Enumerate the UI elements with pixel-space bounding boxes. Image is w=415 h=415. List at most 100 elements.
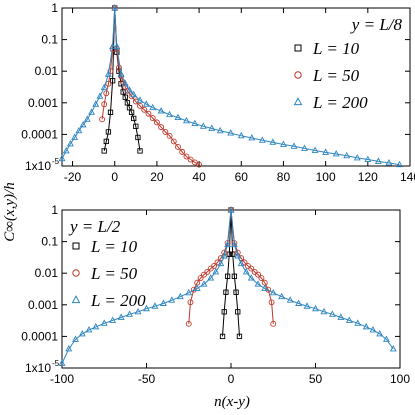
data-point bbox=[265, 286, 272, 293]
data-point bbox=[100, 83, 108, 91]
plot-frame bbox=[61, 7, 411, 167]
x-tick-label: 0 bbox=[228, 372, 235, 386]
data-point bbox=[383, 335, 390, 342]
data-point bbox=[353, 153, 361, 161]
data-point bbox=[179, 148, 186, 155]
data-point bbox=[223, 289, 229, 295]
panel-label: y = L/2 bbox=[68, 217, 121, 236]
data-point bbox=[242, 267, 250, 275]
data-point bbox=[303, 302, 311, 309]
legend-label: L = 200 bbox=[312, 93, 368, 112]
data-point bbox=[78, 329, 86, 337]
legend-label: L = 50 bbox=[90, 264, 138, 283]
data-point bbox=[117, 313, 125, 320]
data-point bbox=[168, 296, 176, 303]
data-point bbox=[208, 124, 216, 131]
data-point bbox=[88, 108, 95, 115]
y-tick-label: 1 bbox=[51, 203, 58, 217]
y-tick-label: 0.0001 bbox=[21, 329, 58, 343]
data-point bbox=[157, 107, 165, 114]
data-point bbox=[185, 288, 193, 296]
legend-marker bbox=[294, 71, 302, 79]
x-tick-label: 60 bbox=[235, 170, 249, 184]
data-point bbox=[258, 136, 266, 143]
data-point bbox=[220, 252, 228, 259]
data-point bbox=[280, 140, 287, 147]
legend-label: L = 200 bbox=[90, 291, 146, 310]
data-point bbox=[100, 319, 108, 326]
data-point bbox=[105, 129, 112, 135]
data-point bbox=[364, 155, 372, 162]
legend-label: L = 10 bbox=[90, 237, 138, 256]
data-point bbox=[255, 271, 261, 278]
data-point bbox=[217, 259, 225, 267]
data-point bbox=[126, 310, 134, 317]
data-point bbox=[153, 119, 160, 126]
data-point bbox=[248, 265, 255, 272]
series-line bbox=[101, 7, 200, 166]
x-tick-label: -50 bbox=[138, 372, 156, 386]
data-point bbox=[92, 322, 100, 330]
data-point bbox=[128, 109, 135, 115]
data-point bbox=[332, 150, 340, 157]
y-tick-label: 1x10 bbox=[25, 159, 51, 173]
data-point bbox=[158, 124, 165, 131]
data-point bbox=[149, 103, 157, 111]
data-point bbox=[269, 288, 277, 296]
data-point bbox=[234, 252, 242, 259]
y-tick-label: 0.1 bbox=[41, 33, 58, 47]
data-point bbox=[369, 326, 377, 333]
y-tick-label: 0.0001 bbox=[21, 127, 58, 141]
data-point bbox=[337, 313, 345, 320]
data-point bbox=[130, 90, 138, 98]
x-tick-label: 100 bbox=[390, 372, 410, 386]
data-point bbox=[269, 138, 277, 145]
data-point bbox=[278, 292, 286, 300]
data-point bbox=[227, 206, 235, 213]
legend-marker bbox=[71, 295, 81, 304]
data-point bbox=[166, 132, 173, 139]
data-point bbox=[268, 299, 275, 306]
y-tick-label: 0.01 bbox=[35, 64, 59, 78]
data-point bbox=[343, 151, 351, 159]
data-point bbox=[286, 296, 294, 303]
data-point bbox=[237, 131, 245, 139]
data-point bbox=[151, 302, 159, 309]
x-tick-label: -100 bbox=[50, 372, 74, 386]
data-point bbox=[58, 154, 66, 162]
y-axis-label: C∞(x,y)/h bbox=[2, 182, 18, 241]
data-point bbox=[124, 100, 131, 106]
data-point bbox=[137, 148, 143, 154]
legend-label: L = 50 bbox=[312, 66, 360, 85]
data-point bbox=[122, 94, 128, 100]
data-point bbox=[193, 284, 201, 291]
data-point bbox=[92, 100, 100, 107]
y-tick-label: 1x10 bbox=[25, 361, 51, 375]
x-tick-label: 0 bbox=[111, 170, 118, 184]
data-point bbox=[207, 274, 215, 281]
data-point bbox=[113, 42, 121, 50]
data-point bbox=[71, 133, 79, 140]
data-point bbox=[135, 134, 141, 141]
data-point bbox=[204, 268, 211, 275]
data-point bbox=[237, 259, 245, 267]
data-point bbox=[354, 319, 362, 326]
data-point bbox=[121, 79, 129, 87]
y-tick-exponent: -5 bbox=[52, 359, 60, 368]
data-point bbox=[170, 138, 177, 145]
data-point bbox=[191, 119, 199, 127]
data-point bbox=[83, 115, 91, 122]
data-point bbox=[301, 144, 308, 151]
series-line bbox=[103, 7, 141, 152]
data-point bbox=[261, 284, 269, 291]
data-point bbox=[216, 126, 224, 134]
data-point bbox=[101, 101, 108, 108]
panel-top: -20 0 20 40 60 80 100 120 140 1 0.1 0.01 0.001 0.0001… bbox=[21, 1, 415, 184]
data-point bbox=[231, 273, 238, 279]
data-point bbox=[174, 113, 182, 121]
series-line bbox=[61, 7, 400, 166]
data-point bbox=[187, 156, 194, 163]
data-point bbox=[142, 100, 150, 107]
data-point bbox=[66, 139, 74, 147]
data-point bbox=[385, 158, 393, 166]
